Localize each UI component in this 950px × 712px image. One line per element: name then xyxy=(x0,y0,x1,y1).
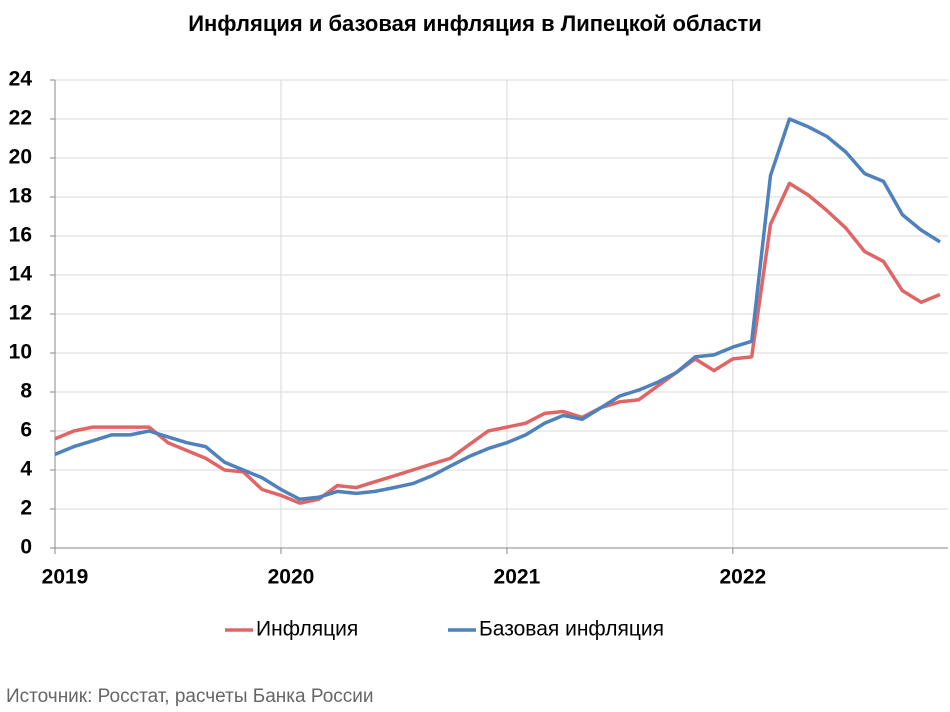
legend-label: Базовая инфляция xyxy=(479,618,664,641)
chart-title: Инфляция и базовая инфляция в Липецкой о… xyxy=(188,11,762,36)
y-tick-label: 12 xyxy=(9,302,32,325)
y-tick-label: 16 xyxy=(9,224,32,247)
y-tick-label: 14 xyxy=(9,263,33,286)
legend-label: Инфляция xyxy=(256,618,358,641)
y-tick-label: 6 xyxy=(20,419,32,442)
y-tick-label: 18 xyxy=(9,185,33,208)
y-tick-label: 10 xyxy=(9,341,32,364)
y-tick-label: 0 xyxy=(20,536,32,559)
y-tick-label: 24 xyxy=(9,68,33,91)
y-tick-label: 4 xyxy=(20,458,32,481)
series-line xyxy=(54,117,941,502)
source-note: Источник: Росстат, расчеты Банка России xyxy=(6,686,374,707)
y-tick-label: 20 xyxy=(9,146,32,169)
x-tick-label: 2021 xyxy=(494,566,541,589)
y-tick-label: 2 xyxy=(20,497,32,520)
x-tick-label: 2020 xyxy=(268,566,315,589)
series-line xyxy=(54,181,941,505)
x-tick-label: 2019 xyxy=(42,566,89,589)
y-tick-label: 22 xyxy=(9,107,32,130)
y-tick-label: 8 xyxy=(20,380,32,403)
x-tick-label: 2022 xyxy=(720,566,767,589)
